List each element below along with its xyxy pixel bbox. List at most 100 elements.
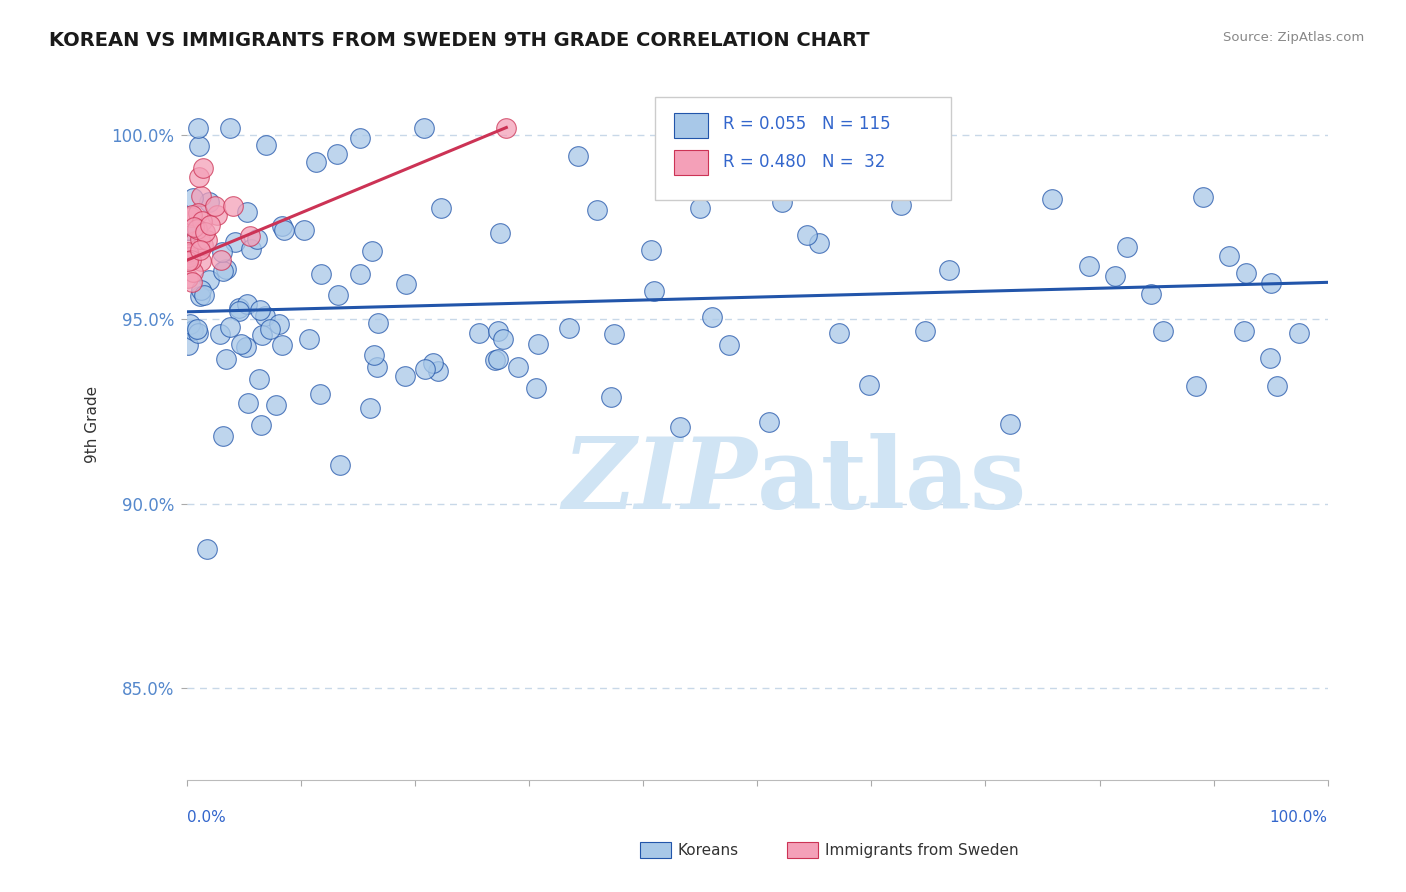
Point <box>181 265 204 279</box>
Point <box>349 130 371 145</box>
Text: 0.0%: 0.0% <box>187 810 225 824</box>
Point <box>240 242 263 256</box>
Point <box>349 267 371 281</box>
Point <box>640 243 662 257</box>
Point <box>190 284 212 298</box>
Point <box>643 284 665 298</box>
Point <box>219 320 242 334</box>
Point <box>1258 351 1281 365</box>
Point <box>228 304 250 318</box>
Point <box>239 228 262 243</box>
Point <box>187 138 209 153</box>
Point <box>209 252 232 267</box>
Point <box>177 254 200 268</box>
Point <box>177 338 200 352</box>
FancyBboxPatch shape <box>655 97 952 200</box>
Point <box>807 236 830 251</box>
Point <box>718 337 741 351</box>
Point <box>422 356 444 370</box>
Point <box>229 336 252 351</box>
Point <box>191 238 214 252</box>
Point <box>304 154 326 169</box>
Point <box>264 398 287 412</box>
Point <box>183 220 205 235</box>
Point <box>204 199 226 213</box>
Point <box>270 338 292 352</box>
Point <box>236 205 259 219</box>
Point <box>796 227 818 242</box>
Point <box>270 219 292 233</box>
Point <box>1078 259 1101 273</box>
Point <box>180 210 202 224</box>
Point <box>267 317 290 331</box>
Point <box>292 223 315 237</box>
Point <box>183 322 205 336</box>
Point <box>703 171 725 186</box>
Point <box>668 420 690 434</box>
Point <box>177 251 200 265</box>
Point <box>524 381 547 395</box>
Point <box>1104 268 1126 283</box>
Point <box>567 149 589 163</box>
Point <box>180 253 202 268</box>
Text: Source: ZipAtlas.com: Source: ZipAtlas.com <box>1223 31 1364 45</box>
Point <box>1234 266 1257 280</box>
Point <box>246 231 269 245</box>
Point <box>188 231 211 245</box>
Point <box>259 321 281 335</box>
Text: R = 0.055   N = 115: R = 0.055 N = 115 <box>723 115 891 133</box>
Point <box>506 360 529 375</box>
Point <box>177 244 200 259</box>
Point <box>998 417 1021 431</box>
Point <box>181 190 204 204</box>
Point <box>273 223 295 237</box>
Point <box>190 213 212 227</box>
Point <box>413 120 436 135</box>
Point <box>1040 192 1063 206</box>
Point <box>297 332 319 346</box>
Point <box>187 120 209 135</box>
Y-axis label: 9th Grade: 9th Grade <box>86 385 100 463</box>
Point <box>224 235 246 250</box>
Point <box>188 243 211 257</box>
Text: Koreans: Koreans <box>678 843 738 857</box>
Point <box>558 321 581 335</box>
Point <box>1288 326 1310 340</box>
Point <box>208 327 231 342</box>
Point <box>186 322 208 336</box>
Point <box>193 287 215 301</box>
Point <box>426 364 449 378</box>
Point <box>236 396 259 410</box>
Point <box>1185 379 1208 393</box>
Point <box>236 297 259 311</box>
Point <box>938 263 960 277</box>
Point <box>394 369 416 384</box>
Point <box>914 325 936 339</box>
Point <box>180 209 202 223</box>
Point <box>758 415 780 429</box>
Point <box>214 352 236 367</box>
Point <box>198 195 221 210</box>
Point <box>733 147 755 161</box>
Point <box>247 372 270 386</box>
Text: KOREAN VS IMMIGRANTS FROM SWEDEN 9TH GRADE CORRELATION CHART: KOREAN VS IMMIGRANTS FROM SWEDEN 9TH GRA… <box>49 31 870 50</box>
Point <box>1260 276 1282 290</box>
Point <box>249 302 271 317</box>
Point <box>177 271 200 285</box>
Point <box>187 326 209 341</box>
Bar <box>673 112 709 137</box>
Point <box>187 170 209 185</box>
Point <box>430 201 453 215</box>
Point <box>361 244 384 259</box>
Point <box>184 234 207 248</box>
Point <box>191 161 214 176</box>
Point <box>194 226 217 240</box>
Point <box>177 247 200 261</box>
Point <box>527 337 550 351</box>
Point <box>1265 378 1288 392</box>
Point <box>177 223 200 237</box>
Point <box>215 261 238 276</box>
Point <box>211 244 233 259</box>
Point <box>190 253 212 268</box>
Point <box>212 263 235 277</box>
